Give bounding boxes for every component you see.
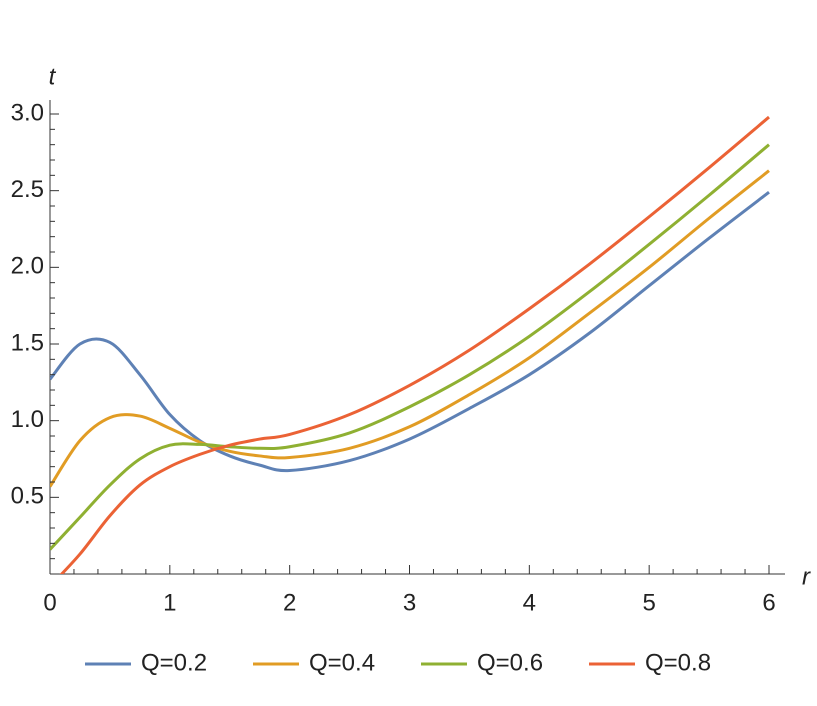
y-tick-label: 2.0 (11, 253, 44, 280)
x-tick-label: 2 (283, 589, 296, 616)
y-tick-label: 3.0 (11, 99, 44, 126)
series-line (50, 169, 770, 488)
y-tick-label: 0.5 (11, 483, 44, 510)
x-tick-label: 6 (762, 589, 775, 616)
x-tick-label: 1 (163, 589, 176, 616)
x-tick-label: 3 (403, 589, 416, 616)
y-tick-label: 1.0 (11, 406, 44, 433)
x-tick-label: 5 (642, 589, 655, 616)
series-line (50, 191, 770, 473)
plot-area (50, 115, 770, 574)
x-tick-label: 4 (523, 589, 536, 616)
series-line (50, 143, 770, 551)
y-tick-label: 1.5 (11, 329, 44, 356)
y-axis-label: t (49, 63, 57, 90)
legend-label: Q=0.4 (309, 649, 375, 676)
series-line (59, 115, 770, 574)
legend-label: Q=0.2 (141, 649, 207, 676)
x-tick-label: 0 (43, 589, 56, 616)
y-tick-label: 2.5 (11, 176, 44, 203)
legend-label: Q=0.8 (645, 649, 711, 676)
legend-label: Q=0.6 (477, 649, 543, 676)
x-axis-label: r (802, 563, 811, 590)
